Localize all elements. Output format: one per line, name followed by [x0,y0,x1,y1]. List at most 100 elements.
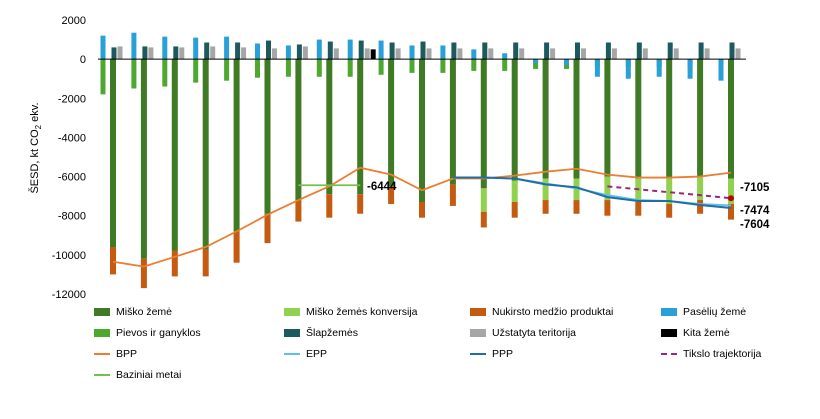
bar-side [440,45,446,60]
bar-nukirsto-med-io-produktai [110,247,116,275]
bar-side [224,36,230,60]
bar-side [718,59,724,81]
annotations: -6444 -7105 -7474 -7604 [367,181,770,231]
legend-swatch [94,308,110,316]
bar-side [544,42,550,60]
bar-side [162,36,168,60]
legend-label: Pasėlių žemė [683,306,747,318]
y-tick-label: -12000 [52,289,86,300]
data-label: -7105 [740,182,770,194]
legend-swatch [284,329,300,337]
legend-swatch [661,329,677,337]
bar-mi-ko-em-s-konversija [511,180,518,203]
y-tick-label: 0 [80,54,86,66]
y-tick-label: -8000 [58,211,86,223]
line-series [112,166,734,268]
bar-side [347,39,353,60]
legend-swatch [470,308,486,316]
data-label: -6444 [367,181,397,193]
bar-side [605,42,611,60]
legend-item: Tikslo trajektorija [661,345,761,363]
bar-mi-ko-em-s-konversija [697,176,704,201]
legend-label: Pievos ir ganyklos [116,327,201,339]
bar-side [575,42,580,60]
legend-item: Miško žemė [94,303,172,321]
legend-swatch [284,308,300,316]
bar-side [519,48,525,60]
bar-side [656,59,662,77]
bar-mi-ko-em- [573,59,580,179]
bar-side [364,48,370,60]
legend-item: Užstatyta teritorija [470,324,576,342]
bar-side [457,48,463,60]
bar-nukirsto-med-io-produktai [388,186,395,204]
bar-side [204,42,210,60]
legend-item: PPP [470,345,513,363]
bar-mi-ko-em- [171,59,178,251]
bar-side [426,48,432,60]
bar-side [729,42,735,60]
legend-item: EPP [284,345,327,363]
bar-mi-ko-em- [357,59,364,195]
bar-mi-ko-em- [728,59,734,179]
legend-swatch [661,308,677,316]
bar-nukirsto-med-io-produktai [233,231,240,263]
bar-nukirsto-med-io-produktai [604,200,611,216]
bar-side [451,42,457,60]
y-axis-label: ŠESD, kt CO2 ekv. [28,102,43,193]
bar-nukirsto-med-io-produktai [202,248,209,277]
bar-side [148,47,154,60]
bar-side [316,59,322,77]
legend-item: BPP [94,345,137,363]
chart-plot: ŠESD, kt CO2 ekv. 2000 0 -2000 -4000 -6000 -8… [28,15,770,300]
bar-side [255,59,260,78]
bar-nukirsto-med-io-produktai [171,250,178,277]
bar-side [550,48,556,60]
bar-nukirsto-med-io-produktai [542,200,549,214]
bar-side [581,48,586,60]
bar-side [488,48,494,60]
bar-nukirsto-med-io-produktai [326,194,333,218]
legend-swatch [661,353,677,355]
target-end-marker [728,195,734,202]
bar-side [513,42,519,60]
bar-nukirsto-med-io-produktai [264,213,271,244]
bar-nukirsto-med-io-produktai [573,200,580,214]
legend-label: Šlapžemės [306,327,358,339]
bar-side [502,59,508,71]
legend-label: Užstatyta teritorija [492,327,577,339]
y-tick-label: -2000 [58,93,86,105]
legend-swatch [470,353,486,355]
bar-side [409,59,415,73]
bar-mi-ko-em- [635,59,642,179]
legend-label: Miško žemė [116,306,173,318]
bar-mi-ko-em-s-konversija [573,178,580,201]
bar-mi-ko-em- [388,59,395,187]
bar-side [117,46,123,60]
bar-side [409,45,415,60]
bar-nukirsto-med-io-produktai [511,202,518,218]
bar-side [142,46,148,60]
legend-label: PPP [492,348,514,360]
bar-mi-ko-em- [140,59,147,259]
bar-side [333,48,339,60]
bar-side [210,46,216,60]
bar-side [611,48,617,60]
legend-label: Miško žemės konversija [306,306,418,318]
bar-side [482,42,488,60]
bar-side [193,59,199,83]
legend-label: Kita žemė [683,327,730,339]
bar-side [111,47,117,60]
bar-side [594,59,600,77]
bar-side [316,39,322,60]
y-tick-label: -10000 [52,250,86,262]
bar-mi-ko-em-s-konversija [604,176,611,201]
bar-mi-ko-em-s-konversija [542,178,549,201]
bar-side [673,48,679,60]
bar-side [241,47,247,60]
bar-side [533,59,539,64]
bar-side [704,48,710,60]
y-tick-label: 2000 [62,15,86,27]
bar-side [131,32,137,60]
legend-item: Miško žemės konversija [284,303,417,321]
